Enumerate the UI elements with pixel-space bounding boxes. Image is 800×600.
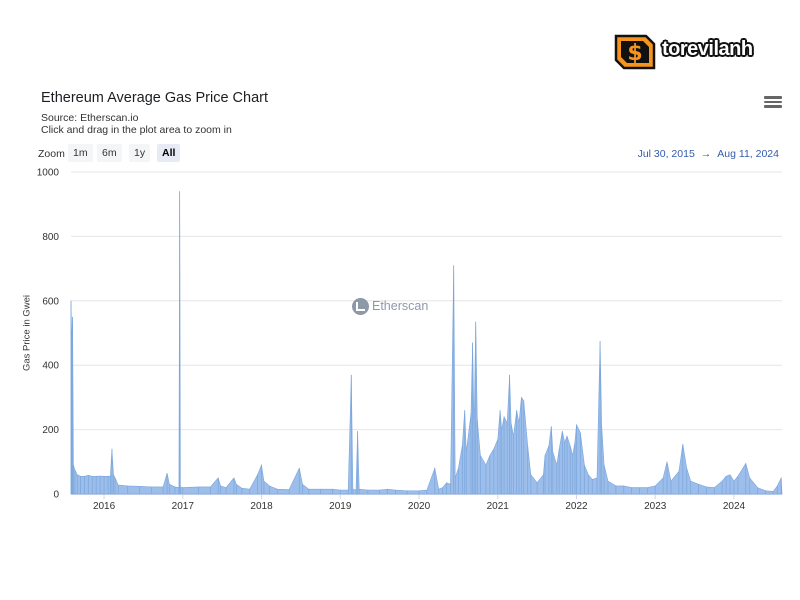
x-tick-label: 2021 — [487, 501, 510, 512]
range-arrow: → — [700, 148, 712, 160]
zoom-hint: Click and drag in the plot area to zoom … — [41, 124, 232, 136]
gas-price-chart[interactable]: 0 200 400 600 800 1000 2016 2017 2018 2019 2020 202… — [0, 160, 800, 520]
watermark-text: Etherscan — [372, 298, 429, 313]
x-tick-label: 2024 — [723, 501, 746, 512]
y-tick-label: 0 — [53, 490, 59, 501]
y-tick-label: 200 — [42, 425, 59, 436]
y-axis-label: Gas Price in Gwei — [21, 294, 33, 372]
chart-subtitle: Source: Etherscan.io — [41, 112, 139, 124]
zoom-button-6m[interactable]: 6m — [97, 144, 122, 162]
brand-logo: $ torevilanh — [612, 30, 772, 74]
x-tick-label: 2017 — [172, 501, 195, 512]
range-end-input[interactable]: Aug 11, 2024 — [717, 148, 779, 160]
y-tick-label: 800 — [42, 232, 59, 243]
brand-name: torevilanh — [662, 38, 753, 60]
series-area — [70, 191, 783, 495]
range-start-input[interactable]: Jul 30, 2015 — [637, 148, 695, 160]
hamburger-menu-icon[interactable] — [764, 94, 782, 110]
dollar-shield-logo-icon: $ — [614, 34, 656, 70]
chart-title: Ethereum Average Gas Price Chart — [41, 90, 269, 106]
zoom-button-all[interactable]: All — [157, 144, 181, 162]
svg-text:$: $ — [627, 41, 642, 66]
x-tick-label: 2022 — [565, 501, 588, 512]
y-tick-label: 600 — [42, 296, 59, 307]
x-tick-label: 2019 — [329, 501, 352, 512]
date-range: Jul 30, 2015 → Aug 11, 2024 — [638, 148, 779, 160]
x-tick-label: 2018 — [250, 501, 273, 512]
x-tick-label: 2020 — [408, 501, 431, 512]
etherscan-logo-icon — [352, 298, 369, 315]
zoom-label: Zoom — [38, 148, 65, 160]
etherscan-watermark: Etherscan — [352, 298, 428, 315]
x-tick-label: 2016 — [93, 501, 116, 512]
zoom-button-1y[interactable]: 1y — [129, 144, 151, 162]
y-tick-label: 1000 — [37, 168, 60, 179]
x-tick-label: 2023 — [644, 501, 667, 512]
zoom-button-1m[interactable]: 1m — [68, 144, 93, 162]
y-tick-label: 400 — [42, 361, 59, 372]
